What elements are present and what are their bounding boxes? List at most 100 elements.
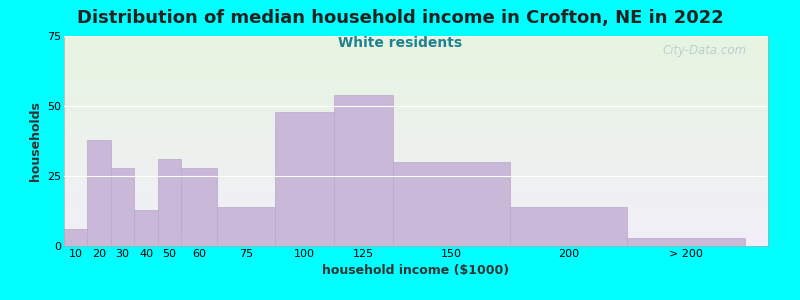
- Bar: [64, 221, 768, 223]
- Bar: [64, 200, 768, 202]
- Bar: [64, 107, 768, 110]
- Bar: [64, 229, 768, 231]
- Bar: [64, 97, 768, 99]
- Bar: [64, 65, 768, 68]
- Bar: [64, 72, 768, 74]
- Bar: [64, 124, 768, 126]
- Bar: [64, 116, 768, 118]
- Bar: [64, 181, 768, 183]
- Bar: [64, 214, 768, 217]
- Bar: [64, 110, 768, 112]
- Bar: [64, 76, 768, 78]
- Bar: [64, 196, 768, 198]
- Bar: [64, 204, 768, 206]
- Bar: [64, 212, 768, 214]
- Bar: [64, 152, 768, 154]
- Bar: [64, 179, 768, 181]
- Bar: [64, 187, 768, 189]
- Bar: [64, 137, 768, 139]
- Bar: [64, 206, 768, 208]
- Bar: [64, 91, 768, 93]
- Bar: [64, 78, 768, 80]
- Bar: [64, 57, 768, 59]
- Bar: [64, 99, 768, 101]
- Bar: [64, 231, 768, 233]
- Bar: [64, 93, 768, 95]
- Bar: [334, 95, 393, 246]
- Bar: [64, 162, 768, 164]
- Bar: [64, 118, 768, 120]
- Bar: [64, 133, 768, 135]
- Bar: [64, 202, 768, 204]
- Bar: [64, 53, 768, 55]
- Y-axis label: households: households: [29, 101, 42, 181]
- Bar: [64, 156, 768, 158]
- Bar: [64, 210, 768, 212]
- Bar: [111, 168, 134, 246]
- Bar: [64, 244, 768, 246]
- Bar: [64, 40, 768, 42]
- Bar: [64, 147, 768, 149]
- Bar: [64, 51, 768, 53]
- Bar: [64, 191, 768, 194]
- Bar: [64, 168, 768, 170]
- Bar: [64, 160, 768, 162]
- Bar: [64, 166, 768, 168]
- Bar: [64, 44, 768, 46]
- Bar: [64, 101, 768, 103]
- Bar: [64, 82, 768, 84]
- Bar: [64, 68, 768, 70]
- Bar: [64, 120, 768, 122]
- Bar: [64, 70, 768, 72]
- Bar: [64, 198, 768, 200]
- Bar: [64, 122, 768, 124]
- Bar: [64, 55, 768, 57]
- Bar: [64, 42, 768, 44]
- Bar: [64, 63, 768, 65]
- Bar: [64, 158, 768, 160]
- Bar: [64, 229, 87, 246]
- Bar: [64, 49, 768, 51]
- Bar: [64, 149, 768, 152]
- Text: City-Data.com: City-Data.com: [662, 44, 747, 57]
- X-axis label: household income ($1000): household income ($1000): [322, 264, 510, 277]
- Bar: [64, 38, 768, 40]
- Bar: [64, 86, 768, 88]
- Bar: [64, 164, 768, 166]
- Bar: [158, 159, 182, 246]
- Bar: [64, 80, 768, 82]
- Bar: [64, 139, 768, 141]
- Bar: [64, 59, 768, 61]
- Bar: [87, 140, 111, 246]
- Bar: [64, 227, 768, 229]
- Text: White residents: White residents: [338, 36, 462, 50]
- Bar: [64, 223, 768, 225]
- Bar: [64, 236, 768, 238]
- Bar: [64, 135, 768, 137]
- Bar: [64, 177, 768, 179]
- Bar: [64, 128, 768, 130]
- Bar: [64, 208, 768, 210]
- Bar: [64, 185, 768, 187]
- Bar: [64, 103, 768, 105]
- Bar: [217, 207, 275, 246]
- Bar: [64, 183, 768, 185]
- Bar: [64, 84, 768, 86]
- Bar: [64, 88, 768, 91]
- Bar: [627, 238, 745, 246]
- Bar: [64, 240, 768, 242]
- Bar: [393, 162, 510, 246]
- Bar: [64, 46, 768, 49]
- Bar: [64, 74, 768, 76]
- Bar: [64, 217, 768, 219]
- Bar: [64, 95, 768, 97]
- Bar: [64, 170, 768, 172]
- Bar: [64, 105, 768, 107]
- Bar: [64, 194, 768, 196]
- Bar: [64, 126, 768, 128]
- Bar: [510, 207, 627, 246]
- Bar: [64, 242, 768, 244]
- Bar: [275, 112, 334, 246]
- Bar: [64, 61, 768, 63]
- Bar: [64, 143, 768, 145]
